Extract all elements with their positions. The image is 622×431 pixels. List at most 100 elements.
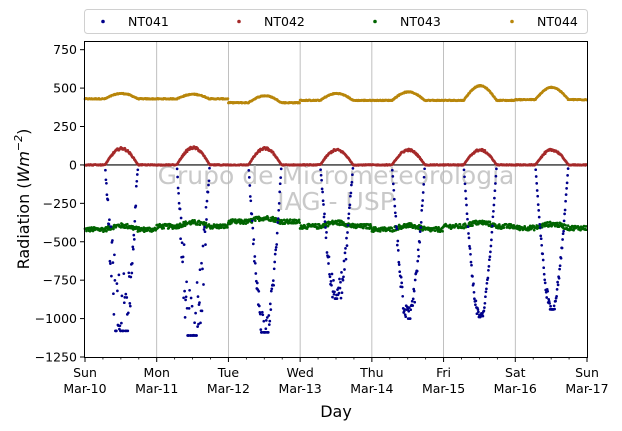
nt041-point	[132, 238, 136, 241]
nt041-point	[391, 175, 395, 178]
nt041-point	[194, 311, 197, 315]
nt043-point	[85, 229, 88, 233]
nt041-point	[474, 303, 477, 307]
nt041-point	[106, 198, 110, 202]
nt041-point	[538, 222, 542, 226]
nt041-point	[112, 313, 116, 316]
nt041-point	[200, 261, 203, 265]
nt041-point	[118, 324, 122, 328]
x-tick-label: Tue	[217, 365, 240, 380]
nt041-point	[121, 329, 125, 333]
nt041-point	[124, 292, 128, 296]
nt041-point	[545, 296, 549, 299]
nt041-point	[557, 276, 561, 280]
nt041-point	[247, 176, 251, 179]
nt041-point	[488, 255, 492, 259]
nt041-point	[392, 188, 396, 192]
nt041-point	[548, 302, 551, 305]
nt041-point	[397, 260, 401, 264]
nt041-point	[400, 281, 404, 285]
nt041-point	[421, 199, 425, 202]
nt041-point	[203, 230, 207, 234]
nt041-point	[276, 221, 280, 224]
nt041-point	[474, 299, 478, 303]
nt041-point	[178, 207, 182, 211]
nt043-point	[546, 221, 550, 224]
nt041-point	[561, 238, 564, 241]
nt041-point	[181, 260, 184, 264]
nt041-point	[135, 179, 139, 183]
nt041-point	[481, 312, 484, 315]
nt042-point	[185, 150, 189, 154]
nt041-point	[419, 226, 423, 229]
nt041-point	[484, 290, 488, 294]
nt041-point	[115, 282, 119, 285]
nt041-point	[188, 288, 191, 292]
legend-label: NT041	[128, 14, 169, 29]
nt041-point	[466, 225, 470, 229]
y-tick-label: −1250	[35, 350, 77, 365]
nt041-point	[198, 301, 201, 304]
x-tick-label: Mon	[144, 365, 170, 380]
nt041-point	[260, 310, 264, 314]
nt041-point	[349, 191, 353, 195]
nt041-point	[196, 325, 199, 328]
nt041-point	[463, 182, 467, 186]
nt041-point	[108, 218, 111, 222]
nt043-point	[105, 229, 108, 233]
nt041-point	[337, 291, 341, 295]
nt041-point	[470, 263, 473, 267]
nt041-point	[555, 295, 558, 298]
nt041-point	[327, 262, 330, 265]
nt041-point	[399, 275, 403, 279]
nt041-point	[469, 252, 472, 256]
nt041-point	[130, 262, 134, 265]
nt041-point	[482, 309, 486, 313]
nt041-point	[133, 219, 137, 223]
nt041-point	[416, 248, 420, 252]
nt041-point	[418, 230, 422, 233]
nt041-point	[105, 193, 109, 197]
nt043-point	[369, 224, 373, 228]
nt041-point	[126, 329, 130, 333]
nt041-point	[321, 199, 325, 203]
nt041-point	[543, 278, 547, 282]
nt043-point	[441, 229, 444, 233]
nt041-point	[277, 202, 281, 205]
nt041-point	[491, 215, 495, 219]
nt041-point	[350, 180, 354, 184]
nt041-point	[342, 275, 345, 279]
nt041-point	[322, 203, 325, 206]
nt043-point	[317, 227, 320, 230]
x-tick-label: Mar-13	[279, 381, 322, 396]
nt041-point	[251, 242, 255, 246]
nt041-point	[275, 243, 279, 246]
nt041-point	[475, 312, 479, 316]
nt041-point	[556, 283, 560, 287]
nt041-point	[253, 255, 257, 258]
nt041-point	[113, 279, 117, 282]
nt041-point	[422, 183, 426, 186]
nt041-point	[408, 317, 412, 320]
nt043-point	[198, 223, 202, 227]
nt041-point	[564, 193, 568, 196]
nt043-point	[555, 221, 559, 225]
nt043-point	[282, 218, 286, 222]
nt041-point	[198, 268, 202, 272]
nt041-point	[347, 212, 351, 216]
nt041-point	[486, 276, 490, 280]
nt041-point	[183, 289, 186, 293]
nt041-point	[129, 275, 133, 279]
nt041-point	[257, 304, 261, 308]
nt041-point	[554, 299, 557, 303]
nt041-point	[560, 246, 564, 250]
nt041-point	[207, 183, 210, 187]
nt041-point	[274, 248, 278, 252]
nt043-point	[502, 226, 506, 230]
nt041-point	[465, 212, 469, 216]
nt041-point	[345, 236, 348, 240]
nt041-point	[182, 243, 186, 246]
x-tick-label: Sun	[73, 365, 97, 380]
nt041-point	[484, 295, 487, 299]
y-tick-label: 500	[53, 81, 77, 96]
